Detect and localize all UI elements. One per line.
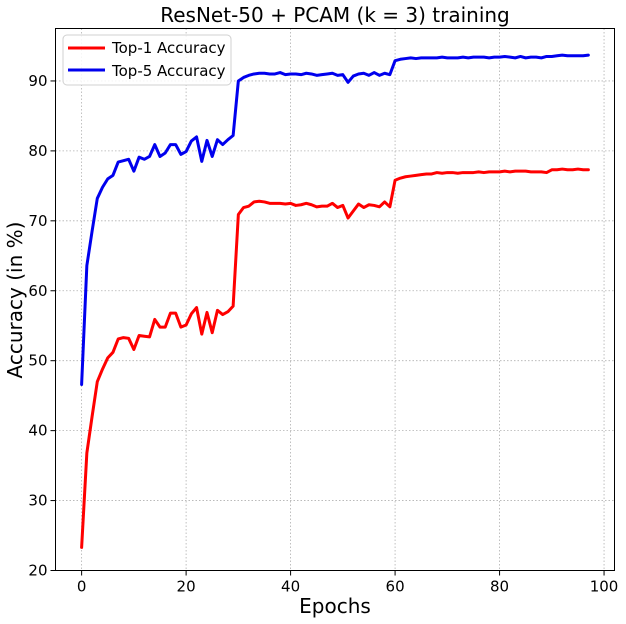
chart-title: ResNet-50 + PCAM (k = 3) training [160, 3, 510, 27]
y-tick-label: 20 [28, 562, 47, 580]
y-tick-label: 40 [28, 422, 47, 440]
x-tick-label: 20 [177, 578, 196, 596]
series-layer [80, 53, 590, 549]
y-tick-label: 70 [28, 212, 47, 230]
series-line-top5 [80, 53, 590, 386]
x-tick-label: 60 [386, 578, 405, 596]
legend-label-top1: Top-1 Accuracy [111, 39, 226, 57]
y-tick-label: 80 [28, 142, 47, 160]
axis-ticks: 0 20 40 60 80 100 20 30 40 50 60 70 80 90 [28, 72, 618, 596]
legend-label-top5: Top-5 Accuracy [111, 62, 226, 80]
y-tick-label: 30 [28, 492, 47, 510]
x-tick-label: 40 [281, 578, 300, 596]
y-axis-label: Accuracy (in %) [3, 222, 27, 379]
legend: Top-1 Accuracy Top-5 Accuracy [62, 34, 232, 86]
y-tick-label: 90 [28, 72, 47, 90]
y-tick-label: 60 [28, 282, 47, 300]
x-tick-label: 100 [590, 578, 619, 596]
x-tick-label: 0 [77, 578, 87, 596]
x-axis-label: Epochs [299, 594, 371, 618]
y-tick-label: 50 [28, 352, 47, 370]
grid [55, 28, 615, 571]
x-tick-label: 80 [490, 578, 509, 596]
plot-frame [55, 28, 615, 571]
series-line-top1 [80, 167, 590, 549]
